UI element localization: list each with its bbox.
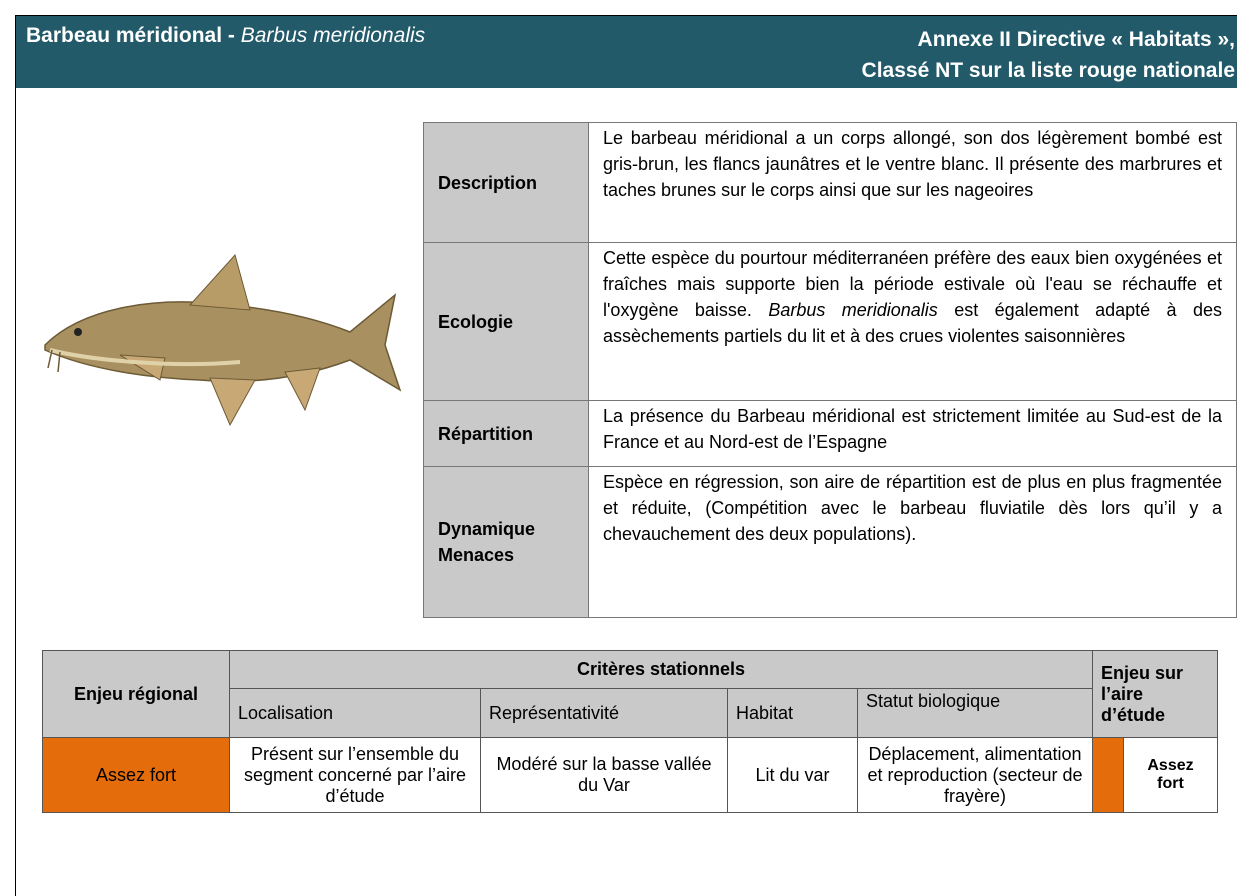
- criteria-value: Déplacement, alimentation et reproductio…: [857, 737, 1093, 813]
- header-cell: Enjeu régional: [42, 650, 230, 738]
- column-header: Localisation: [229, 688, 481, 738]
- row-label: Ecologie: [423, 242, 589, 401]
- description-table: Description Le barbeau méridional a un co…: [423, 122, 1237, 618]
- fish-illustration: [44, 253, 402, 427]
- criteria-value: Lit du var: [727, 737, 858, 813]
- row-label: Répartition: [423, 400, 589, 467]
- assessment-table: Enjeu régional Critères stationnels Enje…: [42, 650, 1218, 813]
- color-swatch: [1092, 737, 1124, 813]
- status: Classé NT sur la liste rouge nationale: [861, 59, 1235, 82]
- title: Barbeau méridional -: [26, 24, 235, 47]
- row-label: Dynamique Menaces: [423, 466, 589, 618]
- header-title: Barbeau méridional - Barbus meridionalis: [26, 24, 425, 48]
- header-cell: Enjeu sur l’aire d’étude: [1092, 650, 1218, 738]
- row-text: Cette espèce du pourtour méditerranéen p…: [588, 242, 1237, 401]
- header: Barbeau méridional - Barbus meridionalis…: [16, 16, 1237, 88]
- species-name: Barbus meridionalis: [768, 300, 938, 320]
- regional-value: Assez fort: [42, 737, 230, 813]
- row-text: Espèce en régression, son aire de répart…: [588, 466, 1237, 618]
- header-status: Annexe II Directive « Habitats », Classé …: [862, 24, 1235, 86]
- row-text: Le barbeau méridional a un corps allongé…: [588, 122, 1237, 243]
- row-label: Description: [423, 122, 589, 243]
- criteria-value: Présent sur l’ensemble du segment concer…: [229, 737, 481, 813]
- text: Cette espèce du pourtour méditerranéen p…: [603, 248, 1222, 320]
- column-header: Statut biologique: [857, 688, 1093, 738]
- status: Annexe II Directive « Habitats »,: [917, 28, 1235, 51]
- scientific-name: Barbus meridionalis: [240, 24, 426, 47]
- column-header: Habitat: [727, 688, 858, 738]
- frame: [15, 15, 1237, 896]
- criteria-value: Modéré sur la basse vallée du Var: [480, 737, 728, 813]
- row-text: La présence du Barbeau méridional est st…: [588, 400, 1237, 467]
- header-cell: Critères stationnels: [229, 650, 1093, 689]
- study-area-value: Assez fort: [1123, 737, 1218, 813]
- column-header: Représentativité: [480, 688, 728, 738]
- text: est également adapté à des assèchements …: [603, 300, 1222, 346]
